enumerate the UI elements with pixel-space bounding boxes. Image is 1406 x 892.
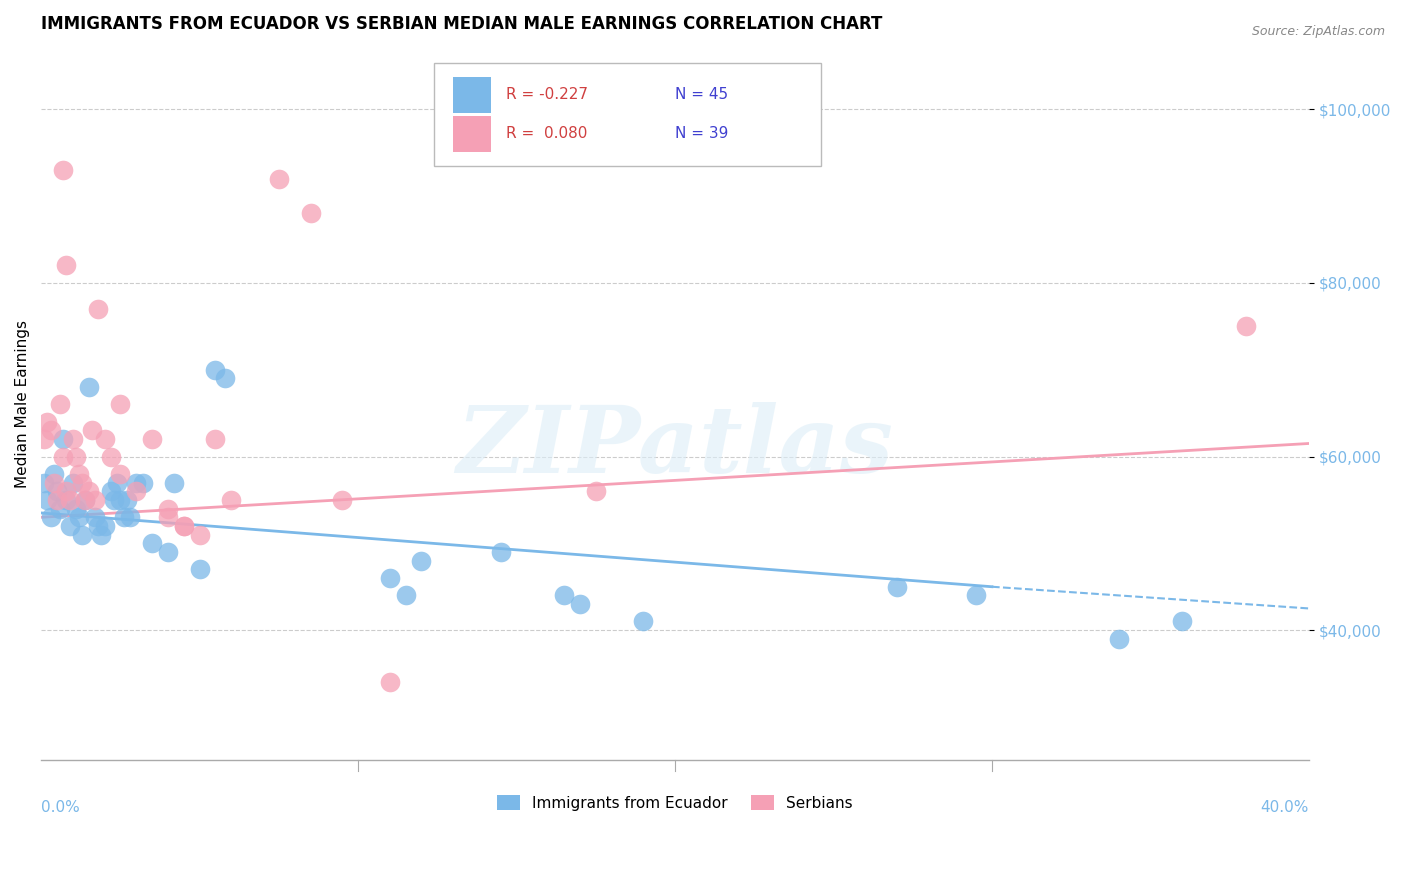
Point [115, 492, 138, 507]
Text: 0.0%: 0.0% [41, 799, 80, 814]
Point [39, 510, 62, 524]
Point [67, 510, 90, 524]
Point [1234, 319, 1257, 334]
Point [553, 589, 575, 603]
Bar [453, 77, 491, 112]
Point [112, 510, 135, 524]
Point [77, 380, 100, 394]
Point [489, 545, 512, 559]
Point [87, 519, 110, 533]
Point [65, 450, 87, 464]
Point [77, 484, 100, 499]
Point [378, 675, 401, 690]
Point [131, 475, 153, 490]
Point [299, 206, 322, 220]
Point [378, 571, 401, 585]
Point [80, 424, 103, 438]
Point [39, 424, 62, 438]
Point [110, 467, 132, 481]
Point [118, 510, 141, 524]
Point [214, 371, 236, 385]
Point [84, 510, 107, 524]
Point [100, 450, 122, 464]
Text: R = -0.227: R = -0.227 [506, 87, 588, 103]
Text: N = 39: N = 39 [675, 127, 728, 141]
Text: Source: ZipAtlas.com: Source: ZipAtlas.com [1251, 25, 1385, 38]
Point [72, 475, 94, 490]
Text: ZIPatlas: ZIPatlas [457, 402, 893, 492]
Point [46, 484, 69, 499]
Point [886, 580, 908, 594]
Point [219, 492, 242, 507]
Point [52, 163, 75, 178]
Point [141, 432, 163, 446]
Point [52, 450, 75, 464]
Point [267, 171, 290, 186]
Point [568, 597, 591, 611]
Point [52, 432, 75, 446]
Point [110, 397, 132, 411]
Point [75, 492, 97, 507]
Point [49, 397, 72, 411]
Point [156, 510, 179, 524]
Point [330, 492, 353, 507]
Point [141, 536, 163, 550]
FancyBboxPatch shape [434, 62, 821, 166]
Point [59, 492, 82, 507]
Point [37, 415, 59, 429]
Legend: Immigrants from Ecuador, Serbians: Immigrants from Ecuador, Serbians [491, 789, 859, 817]
Point [59, 519, 82, 533]
Point [55, 259, 77, 273]
Y-axis label: Median Male Earnings: Median Male Earnings [15, 320, 30, 489]
Point [42, 475, 65, 490]
Point [411, 554, 433, 568]
Point [93, 432, 115, 446]
Point [156, 545, 179, 559]
Point [37, 492, 59, 507]
Point [125, 475, 148, 490]
Text: 40.0%: 40.0% [1261, 799, 1309, 814]
Point [65, 501, 87, 516]
Point [87, 301, 110, 316]
Point [394, 589, 416, 603]
Point [72, 527, 94, 541]
Point [93, 519, 115, 533]
Point [62, 432, 84, 446]
Point [55, 492, 77, 507]
Point [42, 467, 65, 481]
Point [965, 589, 987, 603]
Point [585, 484, 607, 499]
Point [32, 475, 55, 490]
Point [84, 492, 107, 507]
Point [188, 527, 211, 541]
Text: N = 45: N = 45 [675, 87, 728, 103]
Point [1171, 615, 1194, 629]
Text: R =  0.080: R = 0.080 [506, 127, 588, 141]
Point [32, 432, 55, 446]
Point [163, 475, 186, 490]
Point [67, 467, 90, 481]
Point [75, 492, 97, 507]
Point [173, 519, 195, 533]
Point [62, 475, 84, 490]
Point [110, 492, 132, 507]
Point [100, 484, 122, 499]
Point [1108, 632, 1130, 646]
Point [156, 501, 179, 516]
Point [90, 527, 112, 541]
Point [55, 484, 77, 499]
Point [173, 519, 195, 533]
Text: IMMIGRANTS FROM ECUADOR VS SERBIAN MEDIAN MALE EARNINGS CORRELATION CHART: IMMIGRANTS FROM ECUADOR VS SERBIAN MEDIA… [41, 15, 883, 33]
Point [204, 432, 226, 446]
Point [188, 562, 211, 576]
Point [633, 615, 655, 629]
Point [204, 362, 226, 376]
Point [105, 475, 128, 490]
Point [125, 484, 148, 499]
Point [46, 492, 69, 507]
Bar [453, 116, 491, 152]
Point [103, 492, 125, 507]
Point [49, 501, 72, 516]
